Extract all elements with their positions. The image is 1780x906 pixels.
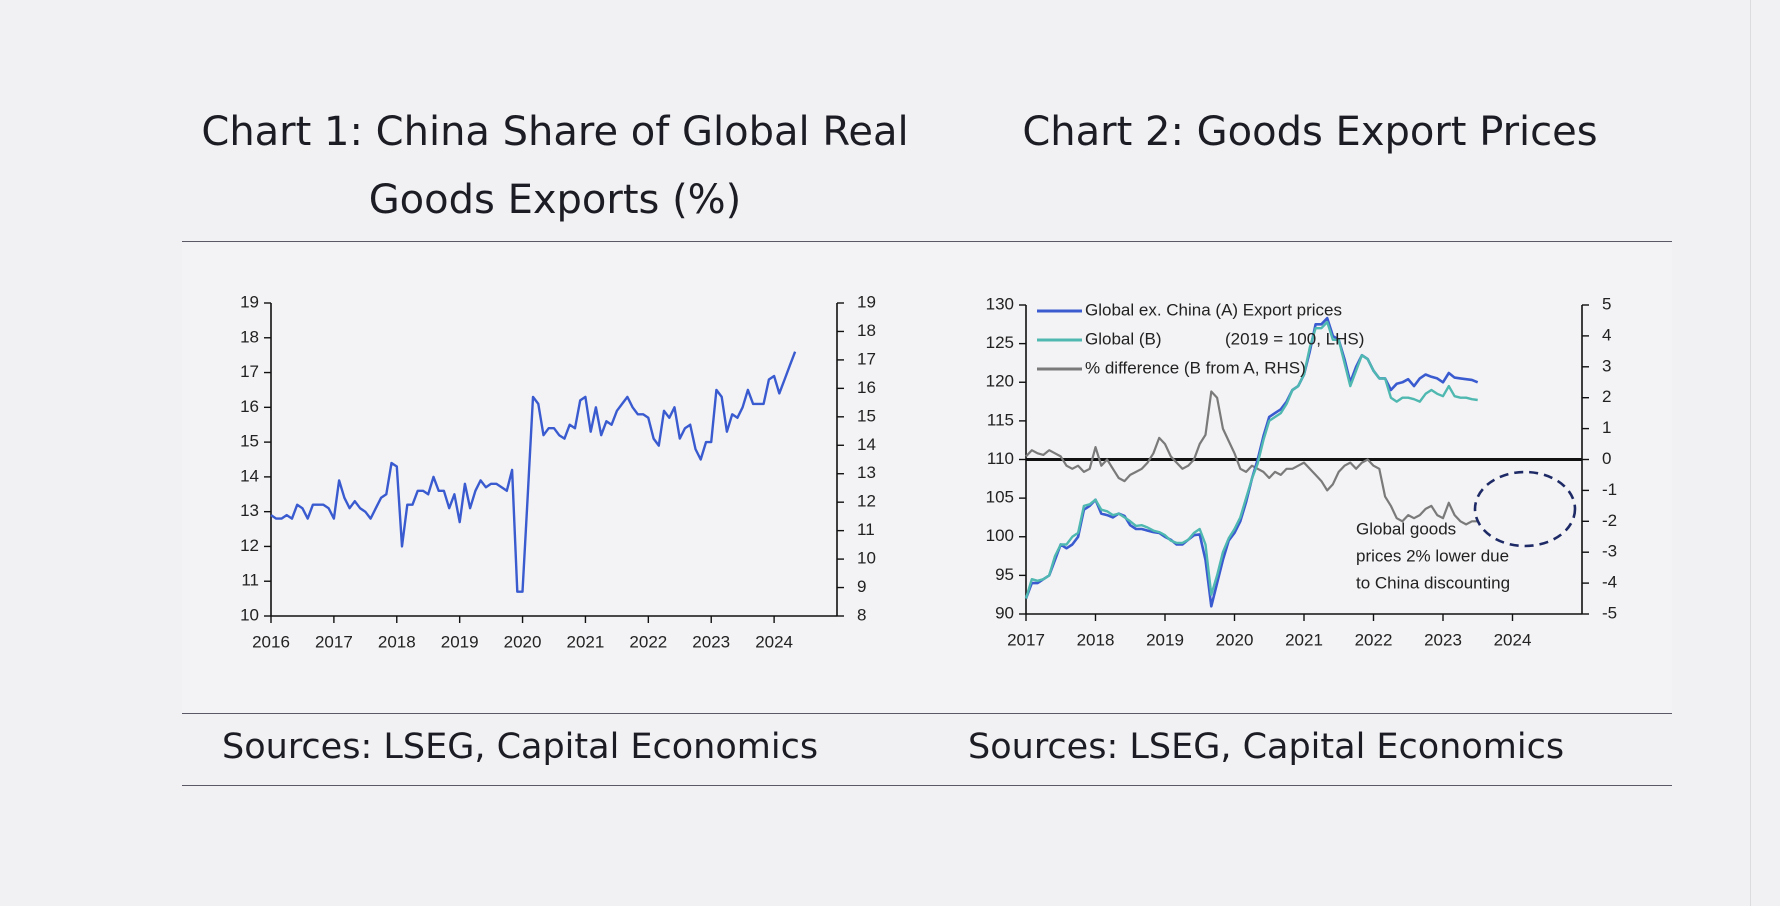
chart2-ytick-right-label: 3 — [1602, 356, 1611, 375]
chart2-ytick-right-label: -3 — [1602, 542, 1617, 561]
chart1-xtick-label: 2021 — [567, 632, 605, 651]
chart1-ytick-left-label: 10 — [240, 605, 259, 624]
chart2-ytick-right-label: 4 — [1602, 325, 1611, 344]
chart1-ytick-left-label: 15 — [240, 432, 259, 451]
chart1-ytick-right-label: 10 — [857, 549, 876, 568]
bottom-divider — [182, 785, 1672, 786]
chart1-title: Chart 1: China Share of Global Real Good… — [200, 98, 910, 234]
chart1-ytick-right-label: 19 — [857, 292, 876, 311]
chart2-ytick-right-label: -4 — [1602, 573, 1617, 592]
chart2-annotation-line: to China discounting — [1356, 573, 1510, 592]
chart2-annotation-line: prices 2% lower due — [1356, 546, 1509, 565]
chart1-series-line — [270, 351, 797, 593]
chart2-ytick-left-label: 120 — [986, 372, 1014, 391]
chart2-ytick-left-label: 95 — [995, 565, 1014, 584]
chart1-xtick-label: 2018 — [378, 632, 416, 651]
chart1-ytick-right-label: 12 — [857, 492, 876, 511]
chart1-ytick-right-label: 11 — [857, 520, 875, 539]
chart2-ytick-left-label: 105 — [986, 488, 1014, 507]
chart1-ytick-right-label: 16 — [857, 378, 876, 397]
chart2-legend-label: Global (B) — [1085, 329, 1162, 348]
chart2-ytick-right-label: -5 — [1602, 603, 1617, 622]
chart2-ytick-left-label: 125 — [986, 333, 1014, 352]
chart2-ytick-left-label: 130 — [986, 294, 1014, 313]
chart2-ytick-left-label: 100 — [986, 526, 1014, 545]
chart1-xtick-label: 2024 — [755, 632, 793, 651]
chart2-series-global — [1024, 320, 1478, 599]
chart2-xtick-label: 2022 — [1355, 630, 1393, 649]
chart1-xtick-label: 2019 — [441, 632, 479, 651]
chart1-ytick-right-label: 8 — [857, 605, 866, 624]
chart1-ytick-left-label: 16 — [240, 397, 259, 416]
chart2-legend-label: Global ex. China (A) Export prices — [1085, 300, 1342, 319]
chart1-ytick-left-label: 18 — [240, 327, 259, 346]
chart2-xtick-label: 2019 — [1146, 630, 1184, 649]
chart2-ytick-left-label: 115 — [987, 410, 1014, 429]
chart1-ytick-right-label: 17 — [857, 349, 876, 368]
chart1-ytick-right-label: 18 — [857, 321, 876, 340]
chart2-xtick-label: 2017 — [1007, 630, 1045, 649]
chart2-xtick-label: 2021 — [1285, 630, 1323, 649]
chart2-ytick-right-label: 0 — [1602, 449, 1611, 468]
chart2-xtick-label: 2018 — [1077, 630, 1115, 649]
chart2-title: Chart 2: Goods Export Prices — [990, 98, 1630, 166]
chart1-ytick-left-label: 19 — [240, 292, 259, 311]
chart2-ytick-right-label: -2 — [1602, 511, 1617, 530]
chart2-ytick-right-label: 2 — [1602, 387, 1611, 406]
chart2-legend-note: (2019 = 100, LHS) — [1225, 329, 1364, 348]
chart1-ytick-left-label: 14 — [240, 466, 259, 485]
chart1-ytick-left-label: 11 — [241, 571, 259, 590]
chart2-source: Sources: LSEG, Capital Economics — [968, 727, 1565, 767]
middle-divider — [182, 713, 1672, 714]
chart2-ytick-left-label: 90 — [995, 603, 1014, 622]
chart1-ytick-left-label: 17 — [240, 362, 259, 381]
chart2-series-difference — [1025, 390, 1478, 526]
chart2-ytick-right-label: 5 — [1602, 294, 1611, 313]
chart1-ytick-left-label: 13 — [240, 501, 259, 520]
top-divider — [182, 241, 1672, 242]
chart1-source: Sources: LSEG, Capital Economics — [222, 727, 819, 767]
chart1-xtick-label: 2016 — [252, 632, 290, 651]
chart1-xtick-label: 2020 — [504, 632, 542, 651]
chart1-xtick-label: 2023 — [692, 632, 730, 651]
chart2-title-line1: Chart 2: Goods Export Prices — [1022, 109, 1598, 155]
chart2-legend-label: % difference (B from A, RHS) — [1085, 358, 1306, 377]
chart1-ytick-right-label: 15 — [857, 406, 876, 425]
chart1-ytick-left-label: 12 — [240, 536, 259, 555]
chart1-xtick-label: 2017 — [315, 632, 353, 651]
chart2-ytick-left-label: 110 — [987, 449, 1014, 468]
chart2-xtick-label: 2024 — [1494, 630, 1532, 649]
chart2-annotation-line: Global goods — [1356, 519, 1456, 538]
chart1-title-line1: Chart 1: China Share of Global Real — [201, 109, 909, 155]
chart1-xtick-label: 2022 — [629, 632, 667, 651]
page-right-divider — [1750, 0, 1751, 906]
chart2-ytick-right-label: 1 — [1602, 418, 1611, 437]
chart1-ytick-right-label: 9 — [857, 577, 866, 596]
chart2-ytick-right-label: -1 — [1602, 480, 1617, 499]
chart2-highlight-ellipse — [1473, 470, 1577, 548]
chart2-xtick-label: 2020 — [1216, 630, 1254, 649]
chart-panel — [182, 243, 1672, 713]
chart2-xtick-label: 2023 — [1424, 630, 1462, 649]
chart1-title-line2: Goods Exports (%) — [368, 177, 742, 223]
chart1-ytick-right-label: 13 — [857, 463, 876, 482]
chart1-ytick-right-label: 14 — [857, 435, 876, 454]
